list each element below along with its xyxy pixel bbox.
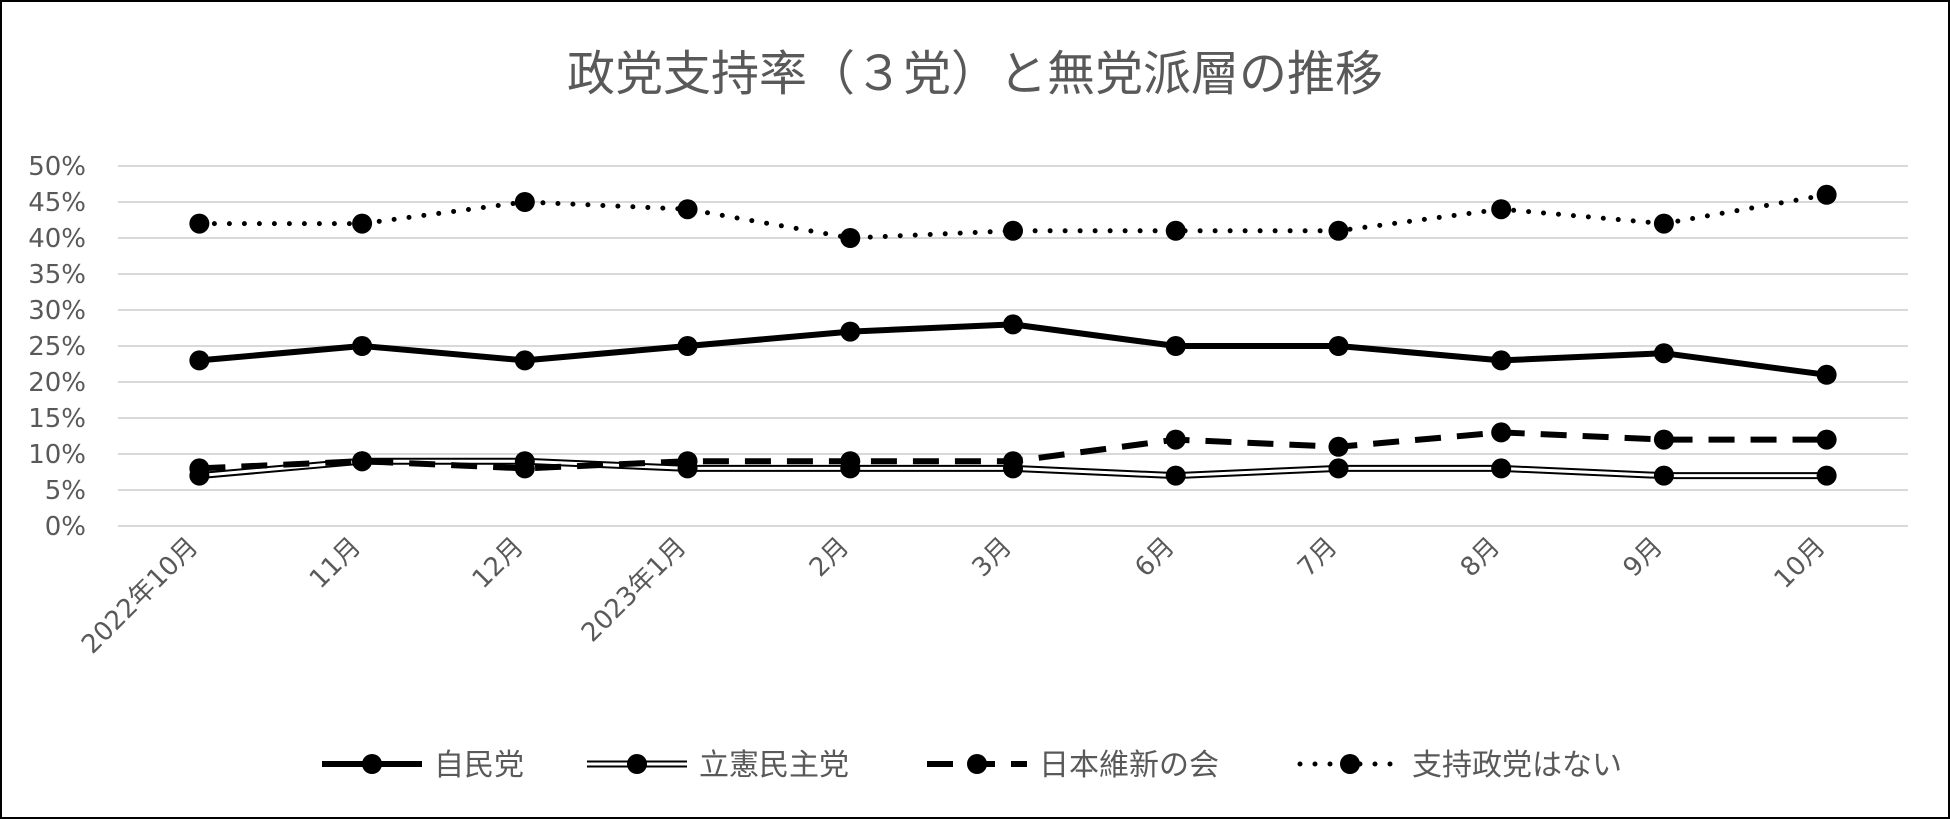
x-tick-label: 7月 bbox=[1292, 532, 1343, 583]
data-point bbox=[1003, 451, 1023, 472]
data-point bbox=[1328, 436, 1349, 457]
data-point bbox=[1165, 429, 1186, 450]
legend-item: 日本維新の会 bbox=[927, 748, 1219, 783]
series-lines bbox=[189, 184, 1837, 486]
series-line bbox=[196, 192, 1830, 241]
data-point bbox=[1653, 343, 1674, 364]
y-tick-label: 40% bbox=[28, 224, 86, 254]
data-point bbox=[1165, 220, 1186, 241]
data-point bbox=[352, 213, 373, 234]
data-point bbox=[677, 451, 698, 472]
data-point bbox=[1328, 336, 1349, 356]
data-point bbox=[1328, 458, 1349, 479]
data-point bbox=[677, 336, 698, 356]
data-point bbox=[352, 451, 373, 472]
y-tick-label: 20% bbox=[28, 368, 86, 398]
legend-label: 日本維新の会 bbox=[1039, 748, 1219, 783]
x-tick-label: 3月 bbox=[967, 532, 1018, 583]
x-tick-label: 2023年1月 bbox=[576, 532, 692, 648]
data-point bbox=[840, 228, 861, 248]
data-point bbox=[1165, 465, 1186, 486]
x-tick-label: 2月 bbox=[804, 532, 855, 583]
data-point bbox=[1328, 220, 1349, 241]
y-tick-label: 45% bbox=[28, 188, 86, 218]
x-tick-label: 8月 bbox=[1455, 532, 1506, 583]
data-point bbox=[1816, 429, 1837, 450]
series-0 bbox=[189, 314, 1837, 385]
legend-item: 立憲民主党 bbox=[587, 748, 849, 783]
x-tick-label: 12月 bbox=[467, 532, 530, 595]
legend: 自民党 立憲民主党 日本維新の会 支持政党はない bbox=[322, 748, 1622, 783]
x-tick-label: 10月 bbox=[1769, 532, 1832, 595]
data-point bbox=[840, 451, 861, 472]
y-tick-label: 5% bbox=[45, 476, 86, 506]
series-3 bbox=[189, 184, 1837, 248]
y-tick-label: 10% bbox=[28, 440, 86, 470]
data-point bbox=[189, 213, 210, 234]
data-point bbox=[840, 321, 861, 342]
legend-item: 支持政党はない bbox=[1297, 748, 1622, 783]
data-point bbox=[352, 336, 373, 356]
data-point bbox=[1816, 465, 1837, 486]
legend-label: 支持政党はない bbox=[1412, 748, 1622, 783]
data-point bbox=[1491, 458, 1512, 479]
legend-marker bbox=[362, 754, 382, 774]
data-point bbox=[1653, 213, 1674, 234]
legend-marker bbox=[627, 754, 647, 774]
data-point bbox=[189, 458, 210, 479]
data-point bbox=[189, 350, 210, 371]
data-point bbox=[1003, 220, 1023, 241]
data-point bbox=[1816, 184, 1837, 205]
y-tick-label: 15% bbox=[28, 404, 86, 434]
legend-label: 立憲民主党 bbox=[699, 748, 849, 783]
x-tick-label: 2022年10月 bbox=[76, 532, 204, 660]
x-tick-label: 11月 bbox=[304, 532, 367, 595]
y-tick-label: 30% bbox=[28, 296, 86, 326]
chart-title: 政党支持率（３党）と無党派層の推移 bbox=[567, 46, 1383, 102]
legend-marker bbox=[967, 754, 987, 774]
data-point bbox=[1003, 314, 1023, 335]
y-tick-label: 25% bbox=[28, 332, 86, 362]
legend-label: 自民党 bbox=[434, 748, 524, 783]
data-point bbox=[1491, 199, 1512, 220]
x-tick-label: 6月 bbox=[1129, 532, 1180, 583]
data-point bbox=[1491, 350, 1512, 371]
data-point bbox=[514, 192, 535, 212]
data-point bbox=[677, 199, 698, 220]
data-point bbox=[514, 350, 535, 371]
y-tick-label: 0% bbox=[45, 512, 86, 542]
data-point bbox=[1816, 364, 1837, 385]
data-point bbox=[1491, 422, 1512, 443]
y-axis-ticks: 0% 5% 10% 15% 20% 25% 30% 35% 40% 45% 50% bbox=[28, 152, 86, 542]
x-axis-ticks: 2022年10月 11月 12月 2023年1月 2月 3月 6月 7月 8月 9月 10月 bbox=[76, 532, 1831, 660]
data-point bbox=[1165, 336, 1186, 356]
series-2 bbox=[189, 422, 1837, 479]
legend-marker bbox=[1340, 754, 1360, 774]
y-tick-label: 50% bbox=[28, 152, 86, 182]
x-tick-label: 9月 bbox=[1618, 532, 1669, 583]
legend-item: 自民党 bbox=[322, 748, 524, 783]
data-point bbox=[1653, 429, 1674, 450]
data-point bbox=[514, 458, 535, 479]
data-point bbox=[1653, 465, 1674, 486]
y-tick-label: 35% bbox=[28, 260, 86, 290]
